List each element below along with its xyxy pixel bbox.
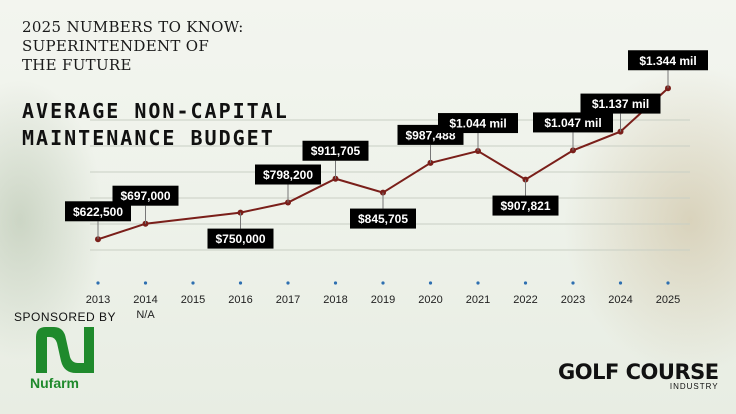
- data-label: $1.047 mil: [544, 116, 601, 130]
- sponsor-label: SPONSORED BY: [14, 310, 117, 324]
- x-tick-label: 2025: [656, 294, 680, 306]
- data-label: $1.344 mil: [639, 54, 696, 68]
- header-title: 2025 NUMBERS TO KNOW: SUPERINTENDENT OF …: [22, 18, 244, 75]
- x-tick-label: 2014: [133, 294, 157, 306]
- x-axis-dot: [191, 281, 195, 285]
- series-line: [97, 87, 669, 241]
- x-axis-dot: [428, 281, 433, 285]
- data-label: $911,705: [311, 144, 361, 158]
- data-label: $845,705: [358, 212, 408, 226]
- data-label: $798,200: [263, 168, 313, 182]
- header-line-3: THE FUTURE: [22, 56, 132, 74]
- data-label-box: [492, 195, 559, 216]
- data-label-box: [255, 164, 321, 185]
- data-label: $697,000: [120, 189, 170, 203]
- data-label-box: [112, 185, 179, 206]
- x-tick-label: 2017: [276, 294, 300, 306]
- x-tick-label: 2024: [608, 294, 632, 306]
- x-tick-label: 2022: [513, 294, 537, 306]
- chart-title-line-1: AVERAGE NON-CAPITAL: [22, 99, 289, 123]
- x-tick-label: 2015: [181, 294, 205, 306]
- header-line-2: SUPERINTENDENT OF: [22, 37, 210, 55]
- x-axis-dot: [476, 281, 480, 285]
- x-axis-dot: [238, 281, 243, 285]
- data-label-box: [533, 112, 613, 133]
- golf-course-industry-logo: GOLF COURSE INDUSTRY: [558, 360, 719, 391]
- brand-name: GOLF COURSE: [558, 360, 719, 384]
- x-tick-label: 2019: [371, 294, 395, 306]
- x-tick-label: 2023: [561, 294, 585, 306]
- x-tick-label: 2020: [418, 294, 442, 306]
- x-tick-label: 2018: [323, 294, 347, 306]
- nufarm-logo-icon: [36, 327, 94, 373]
- data-label: $750,000: [215, 232, 265, 246]
- x-axis-dot: [143, 281, 148, 285]
- x-axis-dot: [381, 281, 385, 285]
- x-axis-dot: [523, 281, 528, 285]
- data-label-box: [65, 201, 131, 222]
- data-label: $622,500: [73, 205, 123, 219]
- nufarm-wordmark: Nufarm: [30, 375, 80, 391]
- x-tick-note: N/A: [136, 309, 155, 321]
- data-label-box: [580, 93, 661, 114]
- data-label: $1.044 mil: [449, 117, 506, 131]
- x-axis-dot: [571, 281, 575, 285]
- x-axis-dot: [618, 281, 623, 285]
- x-tick-label: 2016: [228, 294, 252, 306]
- brand-sub: INDUSTRY: [669, 382, 719, 391]
- data-label-box: [438, 113, 518, 134]
- data-label-box: [350, 208, 416, 229]
- x-axis-dot: [96, 281, 100, 285]
- header-line-1: 2025 NUMBERS TO KNOW:: [22, 18, 244, 36]
- data-label-box: [628, 50, 708, 71]
- data-label-box: [302, 140, 369, 161]
- data-label-box: [207, 228, 274, 249]
- x-axis-dot: [666, 281, 670, 285]
- data-label: $907,821: [500, 199, 550, 213]
- x-tick-label: 2021: [466, 294, 490, 306]
- x-axis-dot: [333, 281, 338, 285]
- data-label: $1.137 mil: [592, 97, 649, 111]
- x-tick-label: 2013: [86, 294, 110, 306]
- x-axis-dot: [286, 281, 290, 285]
